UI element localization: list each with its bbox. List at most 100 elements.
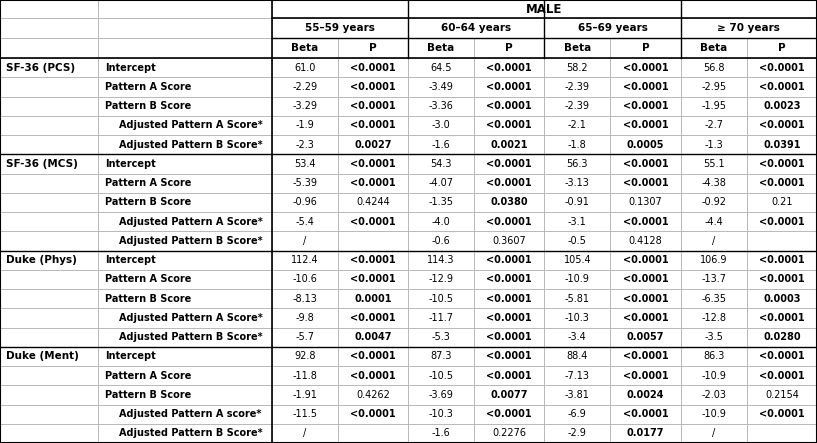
Text: 0.0077: 0.0077 bbox=[490, 390, 528, 400]
Bar bbox=[747, 193, 817, 212]
Bar bbox=[681, 97, 747, 116]
Text: 0.0057: 0.0057 bbox=[627, 332, 664, 342]
Text: <0.0001: <0.0001 bbox=[759, 82, 805, 92]
Bar bbox=[0, 135, 98, 154]
Text: -2.39: -2.39 bbox=[565, 82, 590, 92]
Text: Pattern B Score: Pattern B Score bbox=[105, 390, 191, 400]
Text: <0.0001: <0.0001 bbox=[759, 178, 805, 188]
Text: -6.35: -6.35 bbox=[701, 294, 726, 303]
Bar bbox=[271, 270, 337, 289]
Text: -2.95: -2.95 bbox=[701, 82, 726, 92]
Text: -5.7: -5.7 bbox=[295, 332, 315, 342]
Text: -6.9: -6.9 bbox=[568, 409, 587, 419]
Bar bbox=[408, 404, 474, 424]
Text: <0.0001: <0.0001 bbox=[623, 371, 668, 381]
Text: -1.95: -1.95 bbox=[701, 101, 726, 111]
Text: -12.8: -12.8 bbox=[701, 313, 726, 323]
Text: <0.0001: <0.0001 bbox=[350, 371, 395, 381]
Text: /: / bbox=[303, 428, 306, 439]
Bar bbox=[610, 289, 681, 308]
Bar bbox=[474, 38, 544, 58]
Text: <0.0001: <0.0001 bbox=[486, 82, 532, 92]
Text: <0.0001: <0.0001 bbox=[486, 62, 532, 73]
Text: <0.0001: <0.0001 bbox=[623, 178, 668, 188]
Text: <0.0001: <0.0001 bbox=[623, 82, 668, 92]
Text: <0.0001: <0.0001 bbox=[623, 294, 668, 303]
Bar bbox=[98, 327, 271, 347]
Bar bbox=[271, 154, 337, 174]
Bar bbox=[544, 154, 610, 174]
Bar bbox=[98, 347, 271, 366]
Bar bbox=[98, 270, 271, 289]
Bar bbox=[681, 154, 747, 174]
Bar bbox=[337, 404, 408, 424]
Bar bbox=[474, 385, 544, 404]
Text: Intercept: Intercept bbox=[105, 62, 156, 73]
Bar bbox=[474, 212, 544, 231]
Text: Adjusted Pattern B Score*: Adjusted Pattern B Score* bbox=[119, 332, 262, 342]
Text: -1.8: -1.8 bbox=[568, 140, 587, 150]
Bar bbox=[408, 154, 474, 174]
Bar bbox=[408, 38, 474, 58]
Text: <0.0001: <0.0001 bbox=[623, 351, 668, 361]
Bar bbox=[544, 404, 610, 424]
Bar bbox=[681, 231, 747, 250]
Bar bbox=[0, 193, 98, 212]
Text: 0.2276: 0.2276 bbox=[492, 428, 526, 439]
Bar bbox=[544, 97, 610, 116]
Text: Pattern B Score: Pattern B Score bbox=[105, 294, 191, 303]
Text: -2.7: -2.7 bbox=[704, 120, 723, 130]
Text: <0.0001: <0.0001 bbox=[759, 351, 805, 361]
Bar bbox=[0, 385, 98, 404]
Bar bbox=[610, 404, 681, 424]
Bar bbox=[98, 97, 271, 116]
Text: -11.8: -11.8 bbox=[292, 371, 317, 381]
Text: -5.3: -5.3 bbox=[431, 332, 450, 342]
Text: Adjusted Pattern B Score*: Adjusted Pattern B Score* bbox=[119, 140, 262, 150]
Text: -1.9: -1.9 bbox=[295, 120, 314, 130]
Bar bbox=[98, 231, 271, 250]
Text: 0.0380: 0.0380 bbox=[490, 198, 528, 207]
Bar bbox=[681, 327, 747, 347]
Bar bbox=[271, 38, 337, 58]
Text: SF-36 (PCS): SF-36 (PCS) bbox=[6, 62, 75, 73]
Bar bbox=[0, 424, 98, 443]
Text: 0.4244: 0.4244 bbox=[356, 198, 390, 207]
Bar bbox=[681, 404, 747, 424]
Bar bbox=[337, 385, 408, 404]
Bar bbox=[271, 385, 337, 404]
Text: -3.36: -3.36 bbox=[429, 101, 453, 111]
Bar bbox=[544, 424, 610, 443]
Bar bbox=[337, 77, 408, 97]
Text: 0.0024: 0.0024 bbox=[627, 390, 664, 400]
Text: 56.3: 56.3 bbox=[567, 159, 588, 169]
Bar bbox=[747, 174, 817, 193]
Bar bbox=[610, 250, 681, 270]
Text: Adjusted Pattern B Score*: Adjusted Pattern B Score* bbox=[119, 236, 262, 246]
Bar bbox=[747, 404, 817, 424]
Text: -0.91: -0.91 bbox=[565, 198, 590, 207]
Bar bbox=[337, 424, 408, 443]
Bar bbox=[337, 135, 408, 154]
Text: 88.4: 88.4 bbox=[567, 351, 588, 361]
Bar bbox=[610, 135, 681, 154]
Text: 0.1307: 0.1307 bbox=[628, 198, 663, 207]
Text: <0.0001: <0.0001 bbox=[350, 62, 395, 73]
Bar bbox=[474, 289, 544, 308]
Text: <0.0001: <0.0001 bbox=[623, 274, 668, 284]
Text: <0.0001: <0.0001 bbox=[350, 159, 395, 169]
Text: -10.3: -10.3 bbox=[565, 313, 590, 323]
Text: -5.4: -5.4 bbox=[295, 217, 314, 227]
Text: 55–59 years: 55–59 years bbox=[305, 23, 375, 33]
Text: 112.4: 112.4 bbox=[291, 255, 319, 265]
Bar bbox=[271, 212, 337, 231]
Bar bbox=[337, 97, 408, 116]
Text: -10.5: -10.5 bbox=[429, 371, 453, 381]
Bar bbox=[544, 18, 681, 38]
Bar bbox=[681, 308, 747, 327]
Text: -3.81: -3.81 bbox=[565, 390, 590, 400]
Text: P: P bbox=[369, 43, 377, 53]
Bar bbox=[0, 250, 98, 270]
Bar bbox=[610, 77, 681, 97]
Text: <0.0001: <0.0001 bbox=[486, 101, 532, 111]
